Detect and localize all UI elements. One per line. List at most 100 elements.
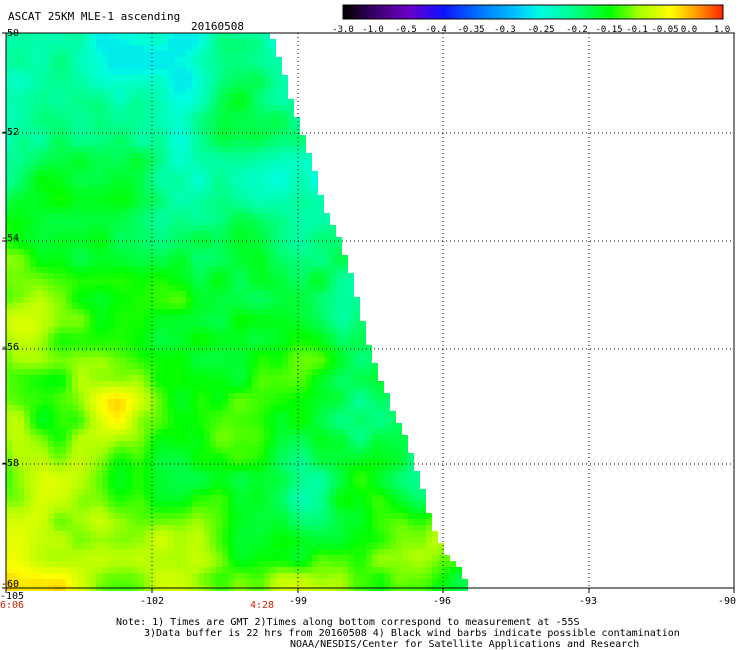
swath-cell: [318, 471, 324, 477]
swath-cell: [210, 381, 216, 387]
swath-cell: [198, 471, 204, 477]
swath-cell: [384, 459, 390, 465]
swath-cell: [246, 345, 252, 351]
swath-cell: [222, 477, 228, 483]
swath-cell: [300, 375, 306, 381]
swath-cell: [228, 51, 234, 57]
swath-cell: [186, 159, 192, 165]
swath-cell: [168, 339, 174, 345]
swath-cell: [84, 237, 90, 243]
swath-cell: [90, 45, 96, 51]
swath-cell: [318, 351, 324, 357]
swath-cell: [210, 45, 216, 51]
swath-cell: [264, 333, 270, 339]
swath-cell: [120, 507, 126, 513]
swath-cell: [108, 483, 114, 489]
swath-cell: [192, 255, 198, 261]
swath-cell: [246, 75, 252, 81]
swath-cell: [312, 525, 318, 531]
swath-cell: [54, 147, 60, 153]
swath-cell: [228, 531, 234, 537]
swath-cell: [18, 147, 24, 153]
swath-cell: [36, 51, 42, 57]
swath-cell: [54, 201, 60, 207]
swath-cell: [138, 495, 144, 501]
swath-cell: [342, 387, 348, 393]
swath-cell: [60, 51, 66, 57]
swath-cell: [6, 93, 12, 99]
swath-cell: [288, 213, 294, 219]
swath-cell: [300, 255, 306, 261]
swath-cell: [366, 423, 372, 429]
swath-cell: [276, 207, 282, 213]
swath-cell: [210, 327, 216, 333]
swath-cell: [318, 201, 324, 207]
swath-cell: [318, 543, 324, 549]
swath-cell: [312, 537, 318, 543]
swath-cell: [84, 453, 90, 459]
swath-cell: [378, 459, 384, 465]
swath-cell: [186, 45, 192, 51]
swath-cell: [240, 471, 246, 477]
swath-cell: [30, 459, 36, 465]
swath-cell: [90, 327, 96, 333]
swath-cell: [12, 81, 18, 87]
swath-cell: [234, 375, 240, 381]
swath-cell: [288, 285, 294, 291]
swath-cell: [162, 441, 168, 447]
swath-cell: [24, 351, 30, 357]
swath-cell: [204, 207, 210, 213]
swath-cell: [60, 99, 66, 105]
swath-cell: [96, 375, 102, 381]
swath-cell: [222, 363, 228, 369]
swath-cell: [300, 243, 306, 249]
swath-cell: [270, 279, 276, 285]
swath-cell: [210, 153, 216, 159]
swath-cell: [270, 51, 276, 57]
swath-cell: [300, 135, 306, 141]
swath-cell: [6, 513, 12, 519]
swath-cell: [324, 429, 330, 435]
swath-cell: [306, 189, 312, 195]
swath-cell: [186, 333, 192, 339]
swath-cell: [66, 243, 72, 249]
swath-cell: [258, 141, 264, 147]
swath-cell: [408, 483, 414, 489]
swath-cell: [60, 405, 66, 411]
swath-cell: [390, 537, 396, 543]
swath-cell: [234, 291, 240, 297]
swath-cell: [366, 441, 372, 447]
swath-cell: [126, 543, 132, 549]
swath-cell: [168, 543, 174, 549]
swath-cell: [360, 525, 366, 531]
swath-cell: [174, 513, 180, 519]
swath-cell: [84, 147, 90, 153]
swath-cell: [114, 207, 120, 213]
swath-cell: [168, 525, 174, 531]
swath-cell: [36, 159, 42, 165]
swath-cell: [114, 99, 120, 105]
swath-cell: [132, 489, 138, 495]
swath-cell: [360, 435, 366, 441]
swath-cell: [126, 39, 132, 45]
swath-cell: [258, 57, 264, 63]
swath-cell: [198, 273, 204, 279]
swath-cell: [84, 525, 90, 531]
swath-cell: [102, 309, 108, 315]
swath-cell: [174, 405, 180, 411]
swath-cell: [12, 459, 18, 465]
swath-cell: [288, 501, 294, 507]
swath-cell: [390, 435, 396, 441]
swath-cell: [60, 147, 66, 153]
swath-cell: [42, 447, 48, 453]
swath-cell: [120, 63, 126, 69]
swath-cell: [282, 369, 288, 375]
swath-cell: [300, 225, 306, 231]
swath-cell: [156, 351, 162, 357]
swath-cell: [270, 243, 276, 249]
swath-cell: [108, 357, 114, 363]
swath-cell: [60, 237, 66, 243]
swath-cell: [42, 441, 48, 447]
swath-cell: [240, 117, 246, 123]
swath-cell: [96, 183, 102, 189]
